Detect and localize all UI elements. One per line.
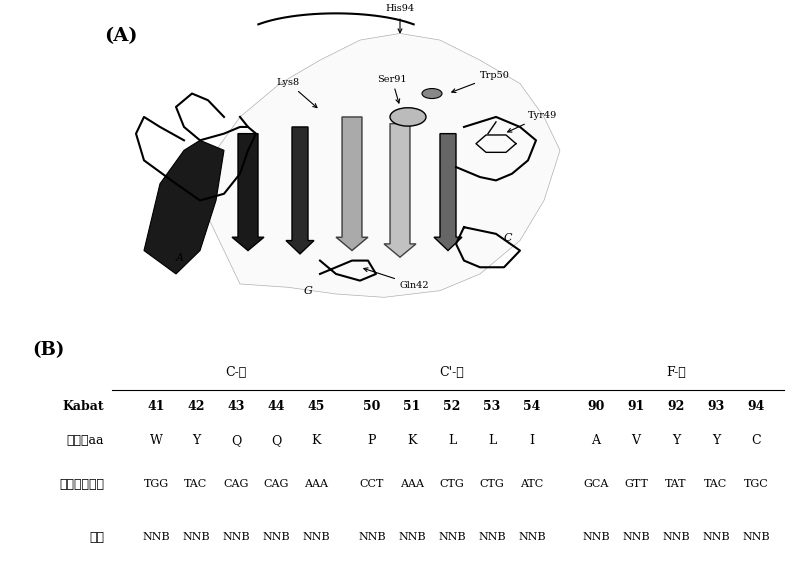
Text: NNB: NNB	[518, 532, 546, 542]
Text: G: G	[304, 286, 313, 296]
Ellipse shape	[390, 108, 426, 126]
Text: 50: 50	[363, 400, 381, 413]
Text: C: C	[504, 233, 513, 242]
FancyArrow shape	[384, 124, 416, 257]
Text: K: K	[407, 434, 417, 447]
Text: NNB: NNB	[662, 532, 690, 542]
Text: GTT: GTT	[624, 479, 648, 489]
FancyArrow shape	[286, 127, 314, 254]
Polygon shape	[200, 33, 560, 297]
FancyArrow shape	[336, 117, 368, 251]
Text: 野生型密码子: 野生型密码子	[59, 478, 104, 491]
Text: A: A	[591, 434, 601, 447]
Text: Kabat: Kabat	[62, 400, 104, 413]
Text: 52: 52	[443, 400, 461, 413]
Text: V: V	[631, 434, 641, 447]
Text: CAG: CAG	[263, 479, 289, 489]
Text: Q: Q	[231, 434, 241, 447]
Text: F-链: F-链	[666, 366, 686, 379]
Text: CTG: CTG	[480, 479, 504, 489]
Text: 94: 94	[747, 400, 765, 413]
Text: NNB: NNB	[742, 532, 770, 542]
Text: K: K	[311, 434, 321, 447]
Text: AAA: AAA	[400, 479, 424, 489]
Text: His94: His94	[386, 5, 414, 33]
Text: 野生型aa: 野生型aa	[66, 434, 104, 447]
Text: NNB: NNB	[398, 532, 426, 542]
Text: CAG: CAG	[223, 479, 249, 489]
Text: ATC: ATC	[520, 479, 544, 489]
Text: C: C	[751, 434, 761, 447]
Text: L: L	[488, 434, 496, 447]
Text: (A): (A)	[104, 26, 138, 45]
FancyArrow shape	[232, 134, 264, 251]
Polygon shape	[144, 141, 224, 274]
Text: (B): (B)	[32, 342, 64, 359]
Text: Tyr49: Tyr49	[508, 111, 558, 132]
Text: NNB: NNB	[262, 532, 290, 542]
Text: TAT: TAT	[666, 479, 686, 489]
Text: 90: 90	[587, 400, 605, 413]
Text: TGG: TGG	[143, 479, 169, 489]
Text: Q: Q	[271, 434, 281, 447]
Text: TAC: TAC	[704, 479, 728, 489]
Text: Ser91: Ser91	[377, 74, 407, 103]
Text: C-链: C-链	[226, 366, 246, 379]
Text: 45: 45	[307, 400, 325, 413]
Text: Lys8: Lys8	[277, 78, 317, 108]
Text: CTG: CTG	[440, 479, 464, 489]
Text: 43: 43	[227, 400, 245, 413]
Text: GCA: GCA	[583, 479, 609, 489]
Text: Y: Y	[672, 434, 680, 447]
Text: 93: 93	[707, 400, 725, 413]
Text: A: A	[176, 253, 184, 263]
Text: 41: 41	[147, 400, 165, 413]
Text: NNB: NNB	[702, 532, 730, 542]
Text: 92: 92	[667, 400, 685, 413]
Text: W: W	[150, 434, 162, 447]
Text: NNB: NNB	[142, 532, 170, 542]
Text: TGC: TGC	[744, 479, 768, 489]
Text: Gln42: Gln42	[364, 268, 430, 290]
Text: P: P	[368, 434, 376, 447]
Text: NNB: NNB	[478, 532, 506, 542]
Text: 42: 42	[187, 400, 205, 413]
Text: AAA: AAA	[304, 479, 328, 489]
Text: NNB: NNB	[302, 532, 330, 542]
Ellipse shape	[422, 89, 442, 98]
Text: Y: Y	[192, 434, 200, 447]
Text: I: I	[530, 434, 534, 447]
Text: TAC: TAC	[184, 479, 208, 489]
Text: 51: 51	[403, 400, 421, 413]
Text: NNB: NNB	[222, 532, 250, 542]
Text: Y: Y	[712, 434, 720, 447]
FancyArrow shape	[434, 134, 462, 251]
Text: NNB: NNB	[582, 532, 610, 542]
Text: NNB: NNB	[438, 532, 466, 542]
Text: 文库: 文库	[89, 531, 104, 544]
Text: 54: 54	[523, 400, 541, 413]
Text: L: L	[448, 434, 456, 447]
Text: 53: 53	[483, 400, 501, 413]
Text: NNB: NNB	[358, 532, 386, 542]
Text: Trp50: Trp50	[452, 71, 510, 93]
Text: 44: 44	[267, 400, 285, 413]
Text: NNB: NNB	[622, 532, 650, 542]
Text: NNB: NNB	[182, 532, 210, 542]
Text: CCT: CCT	[360, 479, 384, 489]
Text: C'-链: C'-链	[440, 366, 464, 379]
Text: 91: 91	[627, 400, 645, 413]
